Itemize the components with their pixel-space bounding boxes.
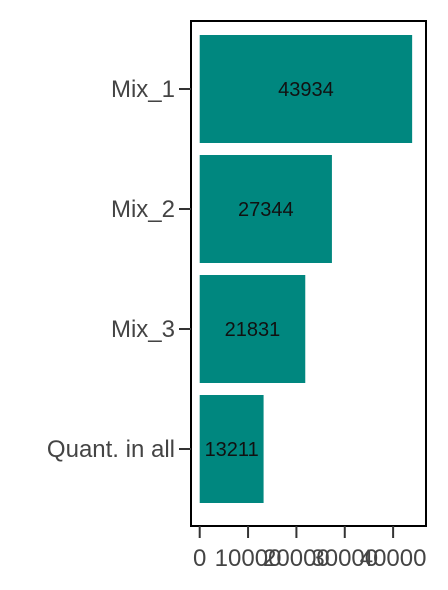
bar-value-label: 27344 — [238, 199, 294, 221]
bars-layer — [199, 35, 413, 503]
x-tick-label: 20000 — [263, 545, 330, 572]
y-tick-label: Mix_3 — [111, 316, 175, 343]
x-tick-label: 30000 — [311, 545, 378, 572]
y-tick-label: Mix_1 — [111, 76, 175, 103]
x-tick-label: 40000 — [360, 545, 427, 572]
bar — [199, 155, 332, 263]
plot-frame — [190, 20, 427, 527]
bar-value-label: 43934 — [278, 79, 334, 101]
bar-value-label: 13211 — [205, 439, 259, 461]
bar — [199, 275, 306, 383]
y-tick-label: Quant. in all — [47, 436, 175, 463]
labels-layer: 43934 Mix_1 27344 Mix_2 21831 Mix_3 13211 Quant… — [47, 76, 427, 572]
x-tick-label: 10000 — [215, 545, 282, 572]
bar — [199, 395, 264, 503]
y-tick-label: Mix_2 — [111, 196, 175, 223]
x-tick-label: 0 — [193, 545, 206, 572]
bar-value-label: 21831 — [225, 319, 281, 341]
ticks-layer — [179, 88, 395, 538]
bar — [199, 35, 413, 143]
